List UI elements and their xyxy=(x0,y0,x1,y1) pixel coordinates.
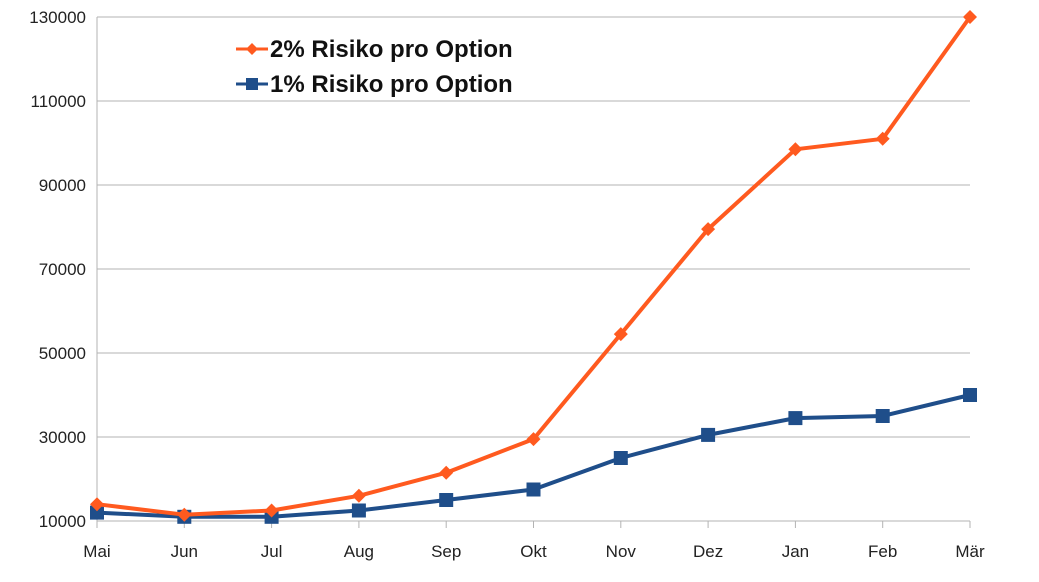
data-point-diamond xyxy=(526,432,541,447)
data-point-diamond xyxy=(264,503,279,518)
y-tick-label: 110000 xyxy=(31,92,86,111)
x-tick-label: Sep xyxy=(431,542,461,561)
data-point-diamond xyxy=(177,507,192,522)
data-point-diamond xyxy=(875,131,890,146)
legend: 2% Risiko pro Option 1% Risiko pro Optio… xyxy=(236,36,513,98)
legend-item-1: 1% Risiko pro Option xyxy=(236,71,513,98)
legend-label-2pct: 2% Risiko pro Option xyxy=(270,36,513,63)
gridlines xyxy=(96,16,970,522)
data-point-square xyxy=(788,411,803,426)
series-group xyxy=(90,10,977,524)
x-tick-label: Nov xyxy=(606,542,637,561)
x-tick-label: Feb xyxy=(868,542,897,561)
y-tick-label: 130000 xyxy=(29,8,86,27)
legend-label-1pct: 1% Risiko pro Option xyxy=(270,71,513,98)
x-axis-ticks: Mai Jun Jul Aug Sep Okt Nov Dez Jan Feb Mär xyxy=(83,521,985,561)
data-point-diamond xyxy=(90,497,104,512)
series-0 xyxy=(90,10,977,522)
x-tick-label: Aug xyxy=(344,542,374,561)
y-axis-ticks: 10000 30000 50000 70000 90000 110000 130000 xyxy=(29,8,86,531)
legend-item-0: 2% Risiko pro Option xyxy=(236,36,513,63)
data-point-square xyxy=(351,503,366,518)
data-point-square xyxy=(526,482,541,497)
data-point-square xyxy=(963,388,977,402)
data-point-diamond xyxy=(439,465,454,480)
data-point-diamond xyxy=(701,222,716,237)
x-tick-label: Jan xyxy=(782,542,809,561)
series-line xyxy=(96,393,971,519)
y-tick-label: 30000 xyxy=(39,428,86,447)
data-point-square xyxy=(875,409,890,423)
y-tick-label: 50000 xyxy=(39,344,86,363)
data-point-diamond xyxy=(963,10,977,24)
x-tick-label: Mai xyxy=(83,542,110,561)
data-point-diamond xyxy=(613,327,628,342)
legend-diamond-marker xyxy=(246,43,258,55)
data-point-square xyxy=(613,451,628,465)
x-tick-label: Jun xyxy=(171,542,198,561)
legend-square-marker xyxy=(246,78,258,90)
data-point-diamond xyxy=(788,142,803,157)
series-1 xyxy=(90,388,977,524)
y-tick-label: 90000 xyxy=(39,176,86,195)
x-tick-label: Dez xyxy=(693,542,723,561)
x-tick-label: Okt xyxy=(520,542,547,561)
y-tick-label: 10000 xyxy=(39,512,86,531)
data-point-square xyxy=(90,505,104,520)
data-point-diamond xyxy=(351,488,366,503)
data-point-square xyxy=(701,427,716,442)
data-point-square xyxy=(439,493,454,507)
x-tick-label: Mär xyxy=(955,542,985,561)
x-tick-label: Jul xyxy=(261,542,283,561)
y-tick-label: 70000 xyxy=(39,260,86,279)
